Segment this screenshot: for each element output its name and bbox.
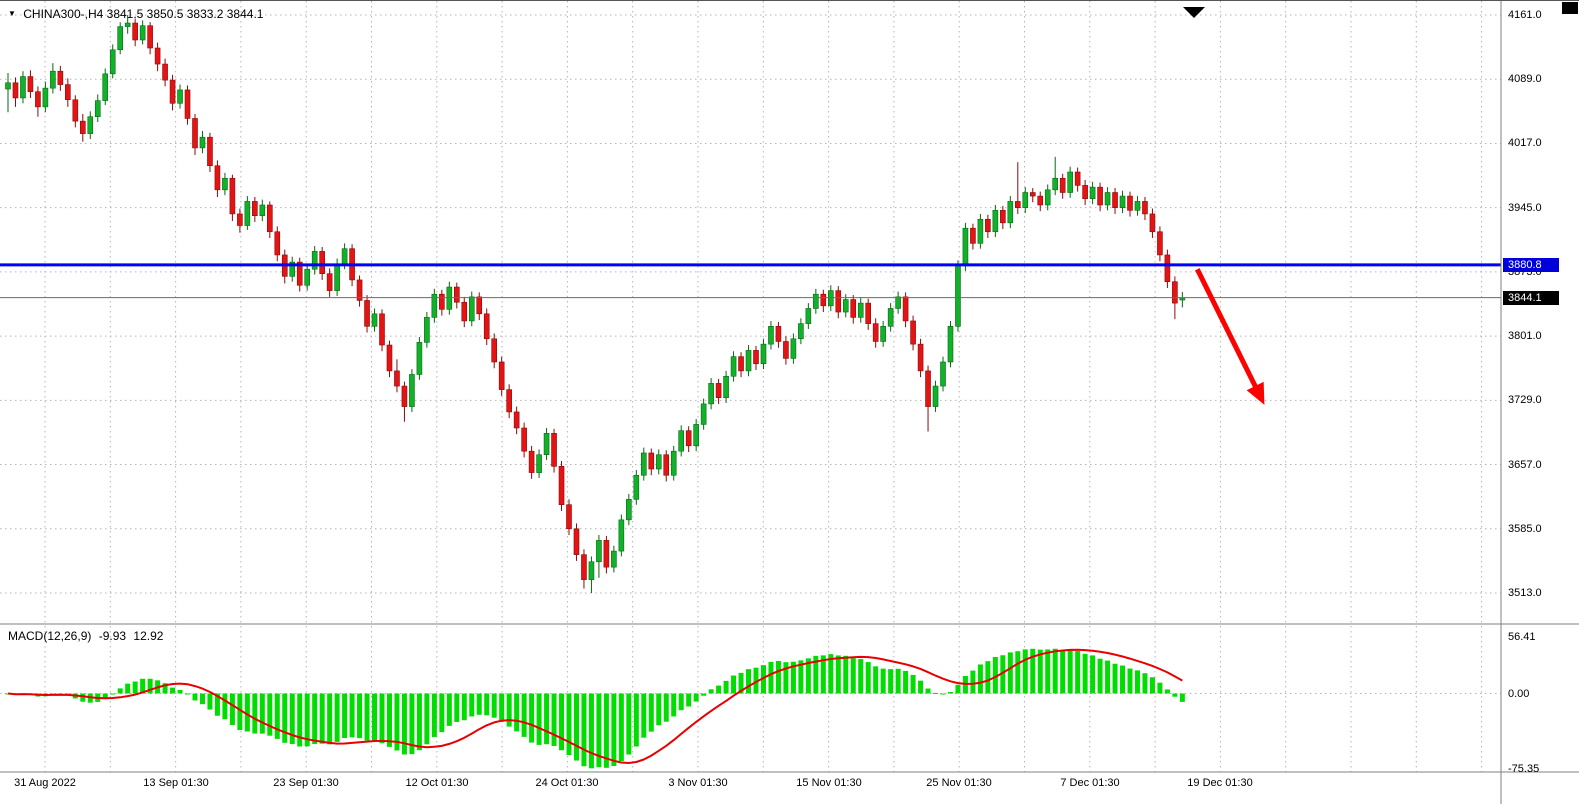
price-axis-label: 3801.0 [1508, 330, 1542, 342]
time-axis[interactable]: 31 Aug 2022 13 Sep 01:30 23 Sep 01:30 12 Oc… [0, 775, 1501, 803]
price-axis-label: 4161.0 [1508, 9, 1542, 21]
price-axis-label: 3657.0 [1508, 459, 1542, 471]
chart-title: ▼ CHINA300-,H4 3841.5 3850.5 3833.2 3844… [8, 7, 263, 21]
macd-name-label: MACD(12,26,9) [8, 629, 92, 643]
ohlc-values-label: 3841.5 3850.5 3833.2 3844.1 [106, 7, 264, 21]
macd-axis-label: -75.35 [1508, 763, 1540, 775]
time-axis-label: 12 Oct 01:30 [405, 777, 469, 789]
current-price-badge: 3844.1 [1503, 291, 1559, 305]
price-axis-label: 3585.0 [1508, 523, 1542, 535]
time-axis-label: 7 Dec 01:30 [1060, 777, 1120, 789]
macd-indicator-label: MACD(12,26,9) -9.93 12.92 [8, 629, 167, 643]
symbol-marker-icon: ▼ [8, 9, 16, 18]
symbol-timeframe-label: CHINA300-,H4 [23, 7, 104, 21]
price-axis-label: 3513.0 [1508, 587, 1542, 599]
grid-layer [0, 1, 1501, 772]
chart-markers-layer [1183, 2, 1578, 18]
time-axis-label: 23 Sep 01:30 [273, 777, 339, 789]
macd-value-label: -9.93 [98, 629, 127, 643]
time-axis-label: 13 Sep 01:30 [143, 777, 209, 789]
price-axis-label: 3729.0 [1508, 394, 1542, 406]
macd-axis-label: 0.00 [1508, 688, 1530, 700]
time-axis-label: 31 Aug 2022 [14, 777, 76, 789]
macd-axis-label: 56.41 [1508, 631, 1536, 643]
price-axis-label: 4089.0 [1508, 73, 1542, 85]
price-axis[interactable]: 3513.0 3585.0 3657.0 3729.0 3801.0 3873.0 3945… [1501, 1, 1579, 804]
price-axis-label: 4017.0 [1508, 137, 1542, 149]
candles-layer [5, 15, 1186, 594]
macd-indicator-layer [5, 648, 1185, 769]
time-axis-label: 25 Nov 01:30 [926, 777, 992, 789]
time-axis-label: 19 Dec 01:30 [1187, 777, 1253, 789]
time-axis-label: 24 Oct 01:30 [535, 777, 599, 789]
time-axis-label: 3 Nov 01:30 [668, 777, 728, 789]
macd-signal-label: 12.92 [133, 629, 164, 643]
trend-arrow[interactable] [1195, 268, 1265, 405]
time-axis-label: 15 Nov 01:30 [796, 777, 862, 789]
price-axis-label: 3945.0 [1508, 202, 1542, 214]
hline-price-badge: 3880.8 [1503, 258, 1559, 272]
